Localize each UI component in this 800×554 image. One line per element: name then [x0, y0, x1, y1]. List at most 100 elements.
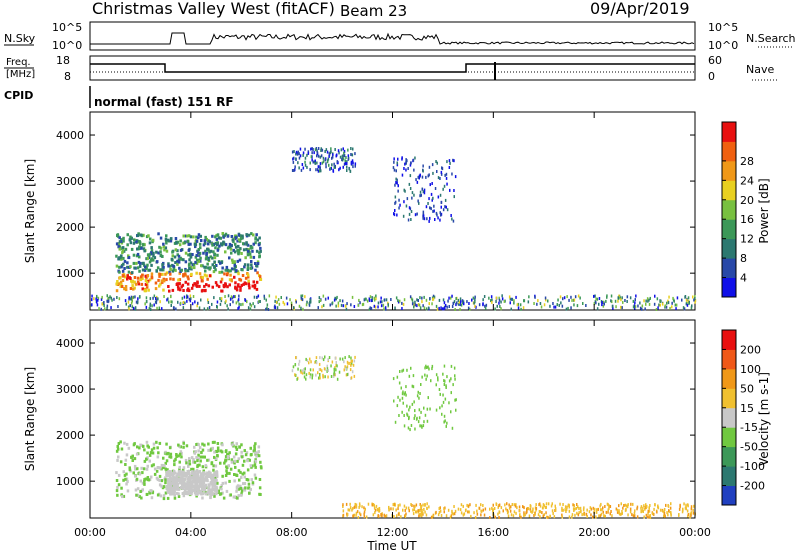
data-cell [167, 490, 170, 494]
data-cell [196, 459, 199, 463]
data-cell [645, 503, 647, 507]
data-cell [549, 304, 551, 308]
data-cell [648, 298, 650, 302]
data-cell [403, 414, 405, 417]
data-cell [546, 515, 548, 519]
data-cell [529, 508, 532, 512]
data-cell [115, 264, 119, 268]
data-cell [518, 505, 521, 509]
data-cell [143, 459, 147, 463]
data-cell [408, 408, 410, 412]
data-cell [149, 252, 152, 256]
data-cell [294, 168, 296, 172]
data-cell [393, 515, 395, 518]
data-cell [388, 505, 390, 509]
data-cell [186, 487, 189, 490]
data-cell [187, 248, 191, 252]
data-cell [122, 478, 125, 482]
data-cell [188, 258, 191, 262]
data-cell [100, 307, 102, 311]
data-cell [690, 511, 693, 515]
data-cell [685, 298, 688, 302]
data-cell [176, 262, 179, 266]
data-cell [199, 259, 202, 263]
data-cell [550, 504, 553, 508]
data-cell [609, 505, 612, 508]
data-cell [309, 368, 312, 372]
data-cell [429, 297, 431, 300]
data-cell [510, 505, 512, 509]
data-cell [368, 297, 371, 301]
data-cell [378, 507, 381, 510]
data-cell [674, 303, 677, 307]
data-cell [393, 212, 395, 216]
data-cell [133, 464, 137, 468]
data-cell [235, 288, 239, 292]
data-cell [556, 303, 558, 307]
data-cell [341, 154, 344, 158]
data-cell [141, 471, 144, 475]
data-cell [171, 250, 174, 254]
colorbar-segment [722, 219, 736, 240]
data-cell [249, 244, 253, 248]
data-cell [437, 376, 439, 380]
data-cell [217, 285, 221, 289]
data-cell [213, 260, 216, 264]
data-cell [484, 507, 487, 511]
data-cell [226, 234, 230, 238]
data-cell [394, 195, 397, 199]
data-cell [464, 509, 467, 513]
data-cell [456, 301, 458, 305]
data-cell [516, 303, 519, 307]
data-cell [666, 511, 668, 515]
data-cell [346, 360, 349, 364]
data-cell [370, 299, 373, 303]
data-cell [122, 262, 125, 266]
data-cell [173, 463, 176, 467]
data-cell [527, 507, 529, 510]
data-cell [427, 174, 429, 178]
data-cell [178, 282, 181, 286]
data-cell [168, 483, 171, 487]
data-cell [227, 452, 230, 456]
data-cell [618, 504, 620, 508]
data-cell [136, 252, 140, 256]
data-cell [439, 509, 442, 513]
data-cell [432, 209, 434, 213]
data-cell [304, 367, 306, 371]
data-cell [482, 504, 484, 507]
data-cell [197, 248, 200, 251]
data-cell [122, 494, 126, 498]
data-cell [133, 238, 136, 242]
data-cell [404, 189, 406, 193]
data-cell [363, 512, 365, 516]
data-cell [340, 148, 343, 152]
data-cell [561, 304, 564, 308]
data-cell [178, 243, 182, 247]
data-cell [431, 198, 433, 202]
data-cell [178, 481, 181, 485]
data-cell [237, 283, 240, 287]
data-cell [509, 301, 511, 305]
data-cell [212, 464, 215, 468]
data-cell [412, 385, 415, 389]
data-cell [299, 154, 302, 158]
data-cell [331, 163, 333, 167]
data-cell [254, 241, 257, 245]
data-cell [289, 298, 291, 302]
x-tick-label: 00:00 [74, 526, 106, 539]
data-cell [251, 249, 254, 253]
data-cell [405, 385, 407, 389]
data-cell [573, 298, 576, 302]
data-cell [603, 302, 605, 306]
data-cell [634, 306, 636, 310]
data-cell [415, 178, 417, 182]
data-cell [250, 260, 253, 263]
data-cell [416, 394, 419, 398]
data-cell [217, 489, 220, 493]
data-cell [186, 282, 190, 286]
data-cell [295, 356, 297, 360]
data-cell [203, 485, 206, 488]
data-cell [185, 461, 188, 465]
data-cell [451, 217, 453, 221]
